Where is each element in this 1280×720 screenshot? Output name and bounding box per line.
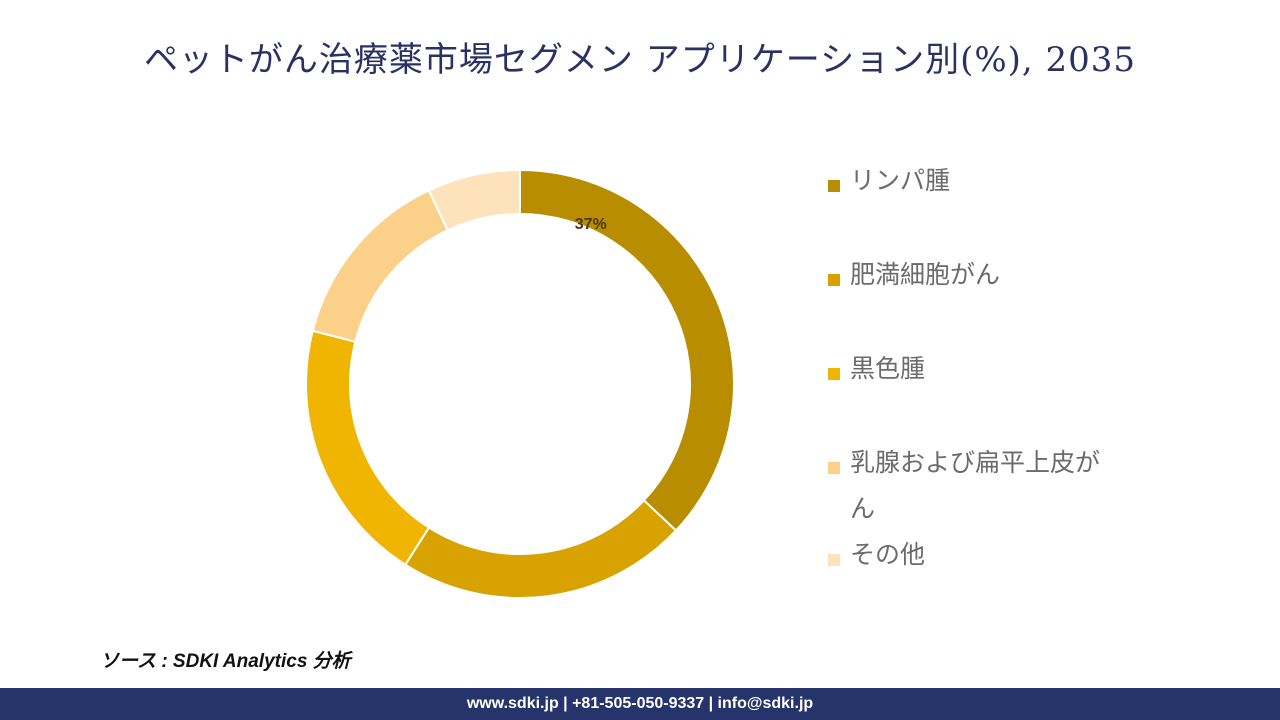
donut-slice-2 xyxy=(403,498,678,599)
source-note: ソース : SDKI Analytics 分析 xyxy=(100,651,351,672)
donut-slice-3 xyxy=(305,329,431,567)
donut-slice-5 xyxy=(427,168,521,232)
legend-swatch-mast-cell xyxy=(828,274,840,286)
footer-contact: www.sdki.jp | +81-505-050-9337 | info@sd… xyxy=(466,695,814,712)
donut-slice-1 xyxy=(519,168,735,532)
legend-swatch-other xyxy=(828,554,840,566)
donut-data-label-1: 37% xyxy=(575,216,607,233)
legend-label-other: その他 xyxy=(850,540,926,569)
legend-item-lymphoma: リンパ腫 xyxy=(828,166,1118,204)
legend-label-lymphoma: リンパ腫 xyxy=(850,166,951,195)
legend-swatch-melanoma xyxy=(828,368,840,380)
legend-item-mast-cell: 肥満細胞がん xyxy=(828,260,1118,298)
legend-item-melanoma: 黒色腫 xyxy=(828,354,1118,392)
legend-item-other: その他 xyxy=(828,540,1118,578)
chart-title: ペットがん治療薬市場セグメン アプリケーション別(%), 2035 xyxy=(143,40,1137,80)
donut-slice-4 xyxy=(311,189,449,343)
legend-swatch-mammary-squamous xyxy=(828,462,840,474)
legend-label-mammary-squamous: 乳腺および扁平上皮がん xyxy=(850,448,1101,523)
legend-label-mast-cell: 肥満細胞がん xyxy=(850,260,1001,289)
legend-item-mammary-squamous: 乳腺および扁平上皮がん xyxy=(828,448,1118,532)
donut-chart: 37% xyxy=(305,168,735,599)
footer-bar: www.sdki.jp | +81-505-050-9337 | info@sd… xyxy=(0,688,1280,720)
legend-swatch-lymphoma xyxy=(828,180,840,192)
legend-label-melanoma: 黒色腫 xyxy=(850,354,926,383)
